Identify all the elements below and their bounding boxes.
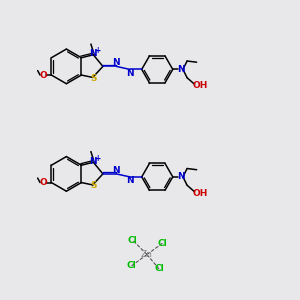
Text: N: N (126, 69, 134, 78)
Text: S: S (90, 181, 97, 190)
Text: OH: OH (193, 81, 208, 90)
Text: O: O (39, 178, 47, 187)
Text: Cl: Cl (158, 239, 167, 248)
Text: N: N (177, 172, 184, 182)
Text: +: + (94, 154, 100, 163)
Text: N: N (89, 157, 97, 166)
Text: S: S (90, 74, 97, 82)
Text: N: N (89, 49, 97, 58)
Text: N: N (177, 65, 184, 74)
Text: +: + (94, 46, 100, 55)
Text: Cl: Cl (154, 264, 164, 273)
Text: OH: OH (193, 188, 208, 197)
Text: Zn: Zn (141, 250, 153, 259)
Text: N: N (112, 166, 120, 175)
Text: N: N (112, 58, 120, 67)
Text: Cl: Cl (127, 261, 136, 270)
Text: N: N (126, 176, 134, 185)
Text: O: O (39, 70, 47, 80)
Text: Cl: Cl (128, 236, 138, 245)
